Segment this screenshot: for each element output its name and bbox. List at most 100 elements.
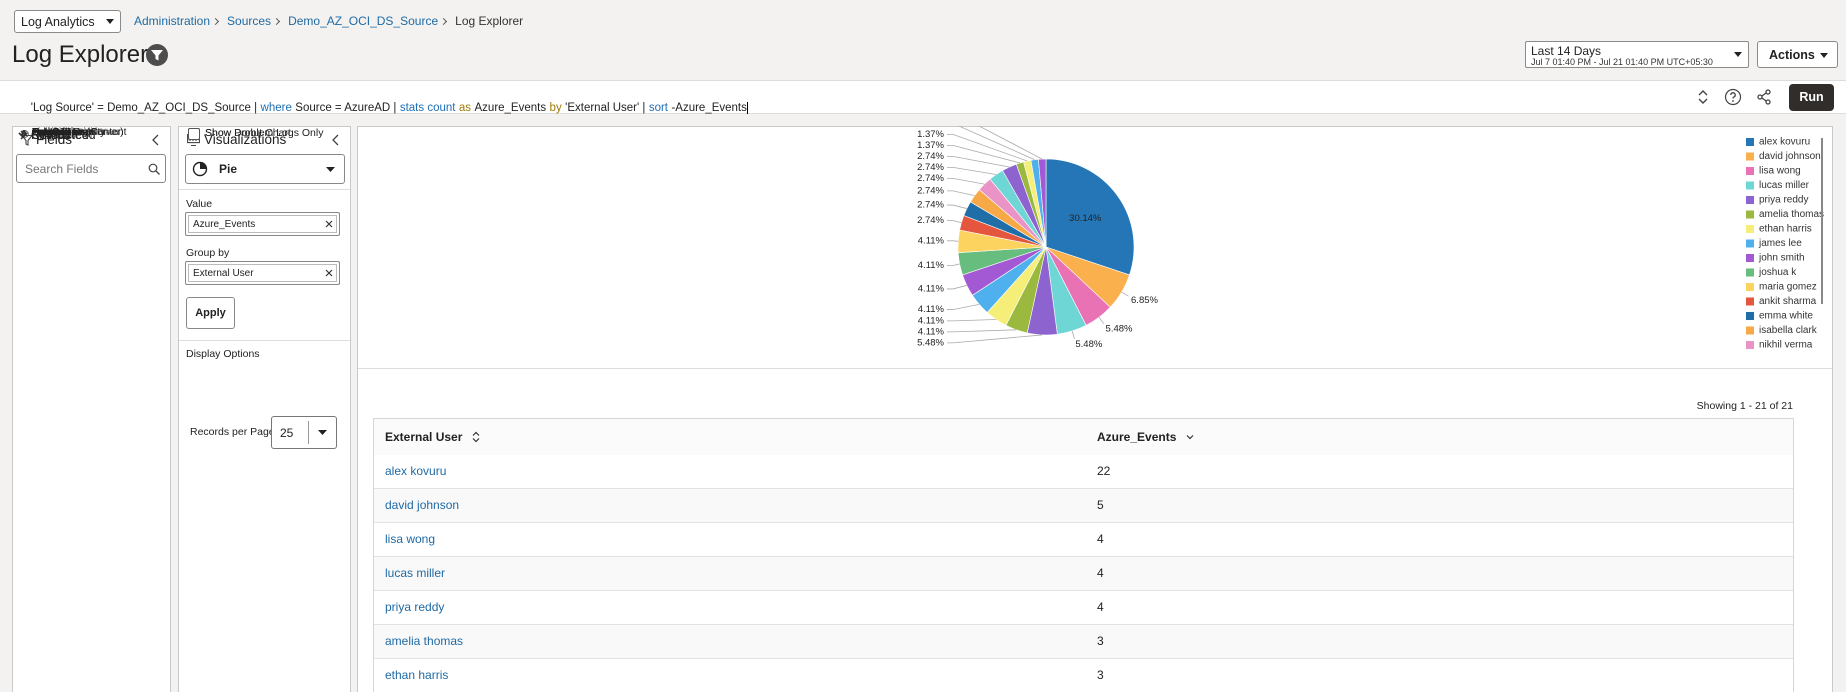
legend-swatch <box>1746 167 1754 175</box>
field-group-header[interactable]: Referenced <box>13 128 168 315</box>
legend-item[interactable]: lisa wong <box>1746 166 1801 177</box>
field-item[interactable]: A Log Group <box>13 127 168 208</box>
legend-label: lucas miller <box>1759 180 1810 191</box>
field-item[interactable]: A Log Origin <box>13 127 168 221</box>
query-bar[interactable]: 'Log Source' = Demo_AZ_OCI_DS_Source | wh… <box>0 80 1846 114</box>
column-header[interactable]: Azure_Events <box>1097 430 1195 444</box>
query-part: Source = AzureAD | <box>295 102 397 114</box>
breadcrumb-link[interactable]: Sources <box>227 14 272 28</box>
sort-icon[interactable] <box>471 431 481 443</box>
user-link[interactable]: lisa wong <box>385 532 436 546</box>
sort-icon <box>1186 435 1194 440</box>
field-type-icon: A <box>21 128 28 138</box>
caret-icon-part <box>106 19 114 24</box>
funnel-icon <box>21 134 33 146</box>
sort-icon[interactable] <box>1185 431 1195 443</box>
leader-line <box>947 334 1043 344</box>
legend-label: nikhil verma <box>1759 340 1813 351</box>
apply-button[interactable]: Apply <box>186 297 235 329</box>
field-group-header[interactable]: Computed <box>13 128 168 357</box>
field-group-header[interactable]: Other <box>13 128 168 386</box>
field-item[interactable]: A Severity <box>13 127 168 273</box>
legend-item[interactable]: david johnson <box>1746 151 1821 162</box>
field-item[interactable]: A Entity <box>13 127 168 156</box>
field-item[interactable]: A Problem Priority <box>13 127 168 260</box>
legend-item[interactable]: lucas miller <box>1746 180 1810 191</box>
viz-type-select[interactable]: Pie <box>185 154 345 184</box>
run-button[interactable]: Run <box>1789 84 1834 111</box>
legend-item[interactable]: amelia thomas <box>1746 209 1824 220</box>
user-link[interactable]: ethan harris <box>385 668 449 682</box>
results-table: External User Azure_Events alex kovuru 22 da… <box>373 418 1794 692</box>
legend-item[interactable]: priya reddy <box>1746 195 1808 206</box>
user-link[interactable]: amelia thomas <box>385 634 464 648</box>
query-part: Azure_Events <box>474 102 547 114</box>
user-link[interactable]: priya reddy <box>385 600 445 614</box>
field-name: Host Name (Server) <box>32 127 124 138</box>
legend-item[interactable]: james lee <box>1746 238 1802 249</box>
slice-label: 2.74% <box>917 185 944 196</box>
column-header[interactable]: External User <box>385 430 481 444</box>
slice-label: 4.11% <box>918 304 945 315</box>
slice-label: 5.48% <box>1075 339 1102 350</box>
field-item[interactable]: Time <box>13 127 168 286</box>
divider <box>179 340 350 341</box>
field-item[interactable]: A Host Name (Server) <box>13 127 168 182</box>
display-option[interactable]: Show Donut Chart <box>179 127 349 155</box>
legend-item[interactable]: ankit sharma <box>1746 296 1817 307</box>
app-select[interactable]: Log Analytics <box>14 10 121 33</box>
actions-button[interactable]: Actions <box>1757 41 1838 68</box>
field-item[interactable]: A Entity Type <box>13 127 168 169</box>
remove-icon[interactable] <box>325 220 333 228</box>
leader-line <box>1098 317 1105 324</box>
breadcrumb-link[interactable]: Administration <box>134 14 211 28</box>
slice-label: 4.11% <box>918 283 945 294</box>
field-name: Source <box>32 127 65 138</box>
help-icon[interactable] <box>1724 88 1742 106</box>
field-label: Upload Name <box>32 127 95 138</box>
collapse-icon[interactable] <box>331 134 341 146</box>
search-fields[interactable]: Search Fields <box>16 154 166 183</box>
legend-item[interactable]: john smith <box>1746 253 1805 264</box>
field-item[interactable]: A Original Log Content <box>13 127 168 247</box>
search-placeholder: Search Fields <box>25 162 99 176</box>
field-item[interactable]: A Log Source Clear <box>13 127 168 234</box>
legend-swatch <box>1746 239 1754 248</box>
field-item[interactable]: A Upload Name <box>13 127 168 299</box>
leader-line <box>947 220 962 224</box>
breadcrumb-link[interactable]: Demo_AZ_OCI_DS_Source <box>288 14 439 28</box>
legend-swatch <box>1746 225 1754 233</box>
value-input[interactable]: Azure_Events <box>185 212 340 236</box>
group-input[interactable]: External User <box>185 261 340 285</box>
field-type-icon: A <box>21 128 28 138</box>
legend-item[interactable]: emma white <box>1746 311 1813 322</box>
field-item[interactable]: A Source Clear <box>13 127 168 328</box>
caret-icon <box>318 430 327 435</box>
query-part: -Azure_Events <box>671 102 748 114</box>
legend-item[interactable]: joshua k <box>1746 267 1797 278</box>
field-item[interactable]: A External User <box>13 127 168 341</box>
field-action[interactable]: Clear <box>70 127 100 138</box>
records-select[interactable]: 25 <box>271 416 337 449</box>
user-link[interactable]: david johnson <box>385 498 460 512</box>
legend-item[interactable]: nikhil verma <box>1746 340 1813 351</box>
legend-item[interactable]: maria gomez <box>1746 282 1817 293</box>
field-item[interactable]: A Label <box>13 127 168 195</box>
legend-item[interactable]: isabella clark <box>1746 325 1818 336</box>
filter-icon[interactable] <box>146 44 168 66</box>
column-title: External User <box>385 430 463 444</box>
remove-icon[interactable] <box>325 269 333 277</box>
field-action[interactable]: Clear <box>90 127 120 138</box>
legend-item[interactable]: ethan harris <box>1746 224 1812 235</box>
slice-label: 4.11% <box>918 315 945 326</box>
user-link[interactable]: lucas miller <box>385 566 446 580</box>
checkbox[interactable] <box>188 128 200 140</box>
collapse-icon[interactable] <box>151 134 161 146</box>
field-item[interactable]: # Azure_Events <box>13 127 168 370</box>
expand-icon[interactable] <box>1695 89 1711 105</box>
user-link[interactable]: alex kovuru <box>385 464 447 478</box>
time-range-select[interactable]: Last 14 Days Jul 7 01:40 PM - Jul 21 01:… <box>1525 41 1749 68</box>
legend-item[interactable]: alex kovuru <box>1746 137 1810 148</box>
slice-label: 2.74% <box>917 215 944 226</box>
share-icon[interactable] <box>1756 89 1772 105</box>
